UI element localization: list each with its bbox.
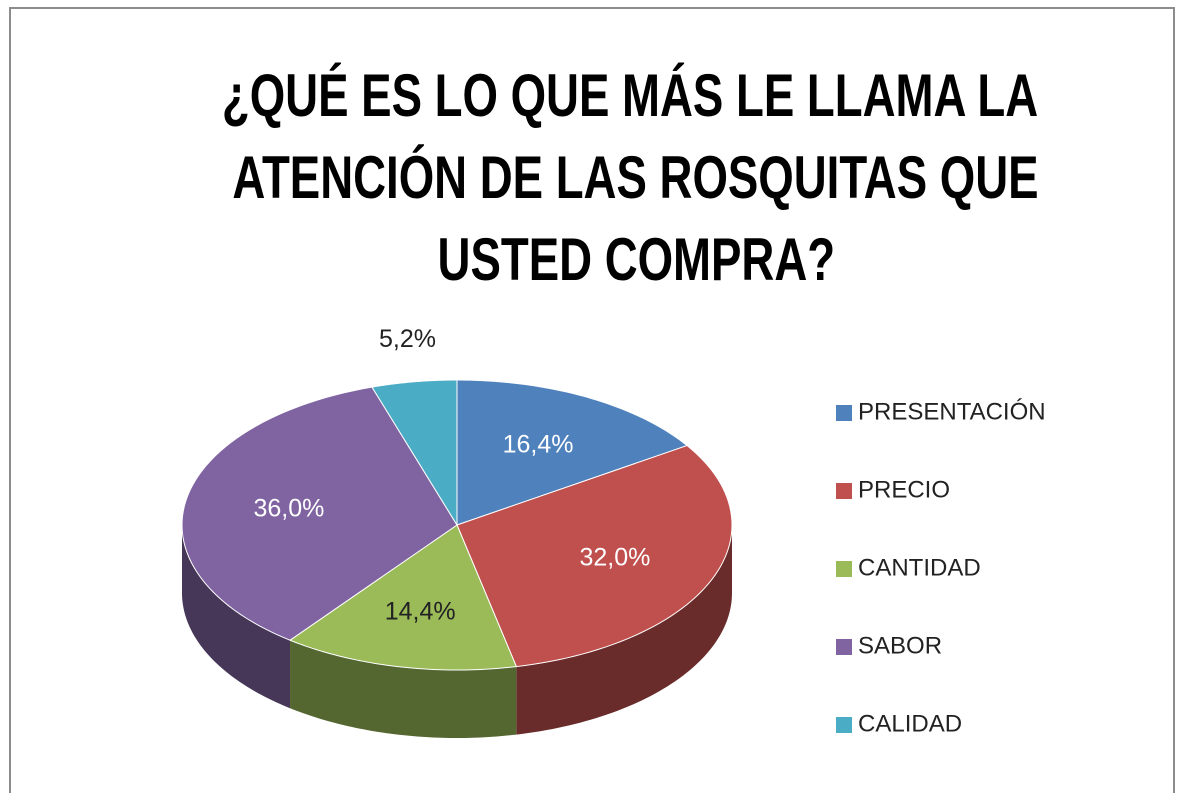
slice — [456, 379, 689, 526]
pie: 16,4% 32,0% 14,4% 36,0% 5,2% — [181, 325, 733, 738]
legend-swatch — [836, 483, 852, 499]
slice-side — [182, 525, 291, 709]
data-label: 32,0% — [579, 544, 650, 572]
slice — [456, 444, 733, 668]
legend-label: CANTIDAD — [858, 554, 981, 581]
legend-label: PRESENTACIÓN — [858, 398, 1046, 425]
legend-swatch — [836, 639, 852, 655]
data-label: 16,4% — [503, 431, 574, 459]
slice — [181, 386, 458, 641]
chart-title: ¿QUÉ ES LO QUE MÁS LE LLAMA LA ATENCIÓN … — [221, 62, 1038, 294]
legend-swatch — [836, 717, 852, 733]
data-label: 14,4% — [385, 597, 456, 625]
legend-swatch — [836, 405, 852, 421]
legend-swatch — [836, 561, 852, 577]
legend-label: SABOR — [858, 632, 942, 659]
legend-label: CALIDAD — [858, 710, 962, 737]
slice-side — [290, 640, 517, 738]
chart-title-group: ¿QUÉ ES LO QUE MÁS LE LLAMA LA ATENCIÓN … — [221, 62, 1038, 294]
slice — [371, 379, 458, 527]
legend-label: PRECIO — [858, 476, 950, 503]
slice-side — [516, 525, 732, 735]
data-label: 5,2% — [379, 325, 436, 353]
data-label: 36,0% — [253, 494, 324, 522]
legend: PRESENTACIÓN PRECIO CANTIDAD SABOR CALIDAD — [836, 398, 1046, 737]
slice — [288, 524, 518, 671]
